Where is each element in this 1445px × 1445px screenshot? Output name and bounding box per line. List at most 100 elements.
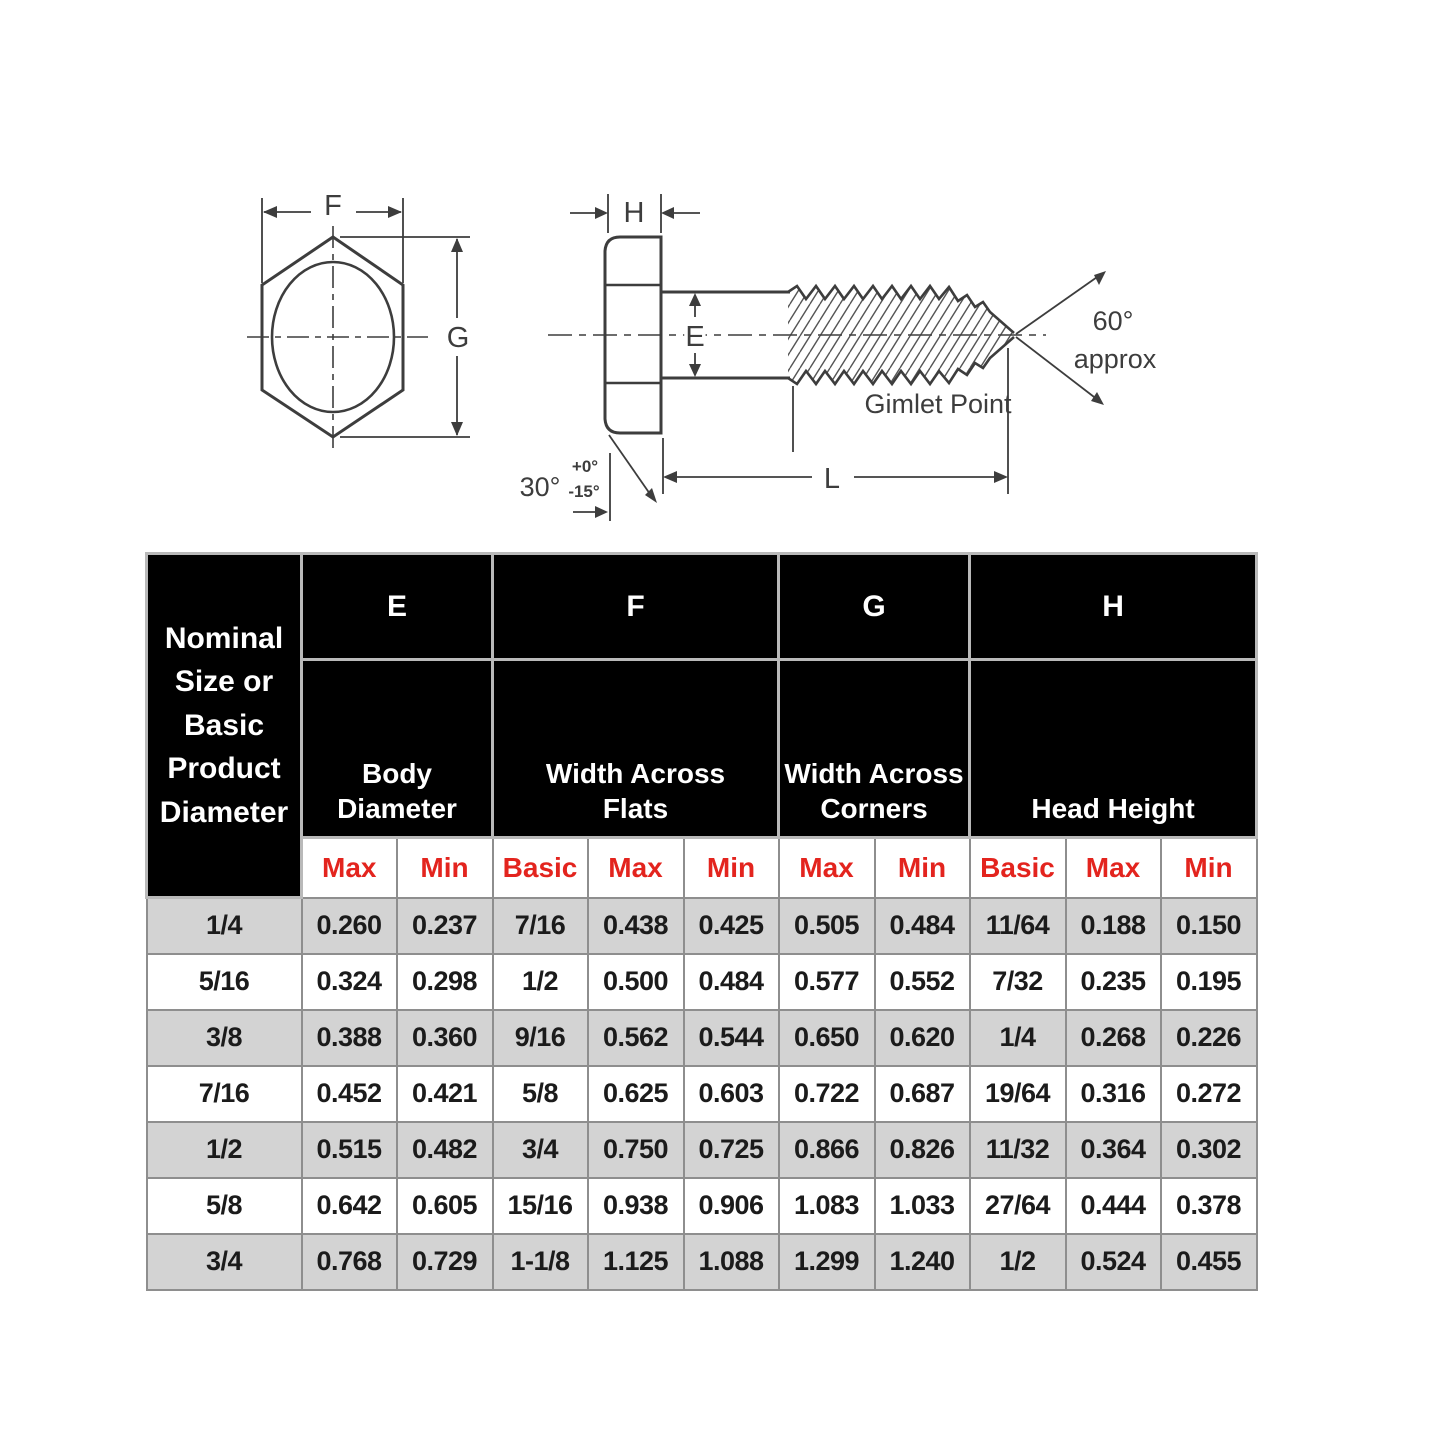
value-cell: 0.687 [873, 1064, 971, 1123]
size-cell: 3/8 [145, 1008, 303, 1067]
value-cell: 0.195 [1159, 952, 1258, 1011]
dimension-h [570, 194, 700, 233]
value-cell: 0.150 [1159, 896, 1258, 955]
value-cell: 0.768 [300, 1232, 398, 1291]
value-cell: 7/16 [491, 896, 589, 955]
value-cell: 0.650 [777, 1008, 876, 1067]
value-cell: 0.577 [777, 952, 876, 1011]
sub-header-cell: Max [777, 836, 876, 899]
value-cell: 1/4 [968, 1008, 1067, 1067]
value-cell: 0.455 [1159, 1232, 1258, 1291]
value-cell: 0.272 [1159, 1064, 1258, 1123]
value-cell: 0.605 [395, 1176, 494, 1235]
value-cell: 1/2 [968, 1232, 1067, 1291]
value-cell: 0.444 [1064, 1176, 1162, 1235]
table-row: 1/2 0.515 0.482 3/4 0.750 0.725 0.866 0.826 11/3… [145, 1120, 1258, 1179]
value-cell: 0.826 [873, 1120, 971, 1179]
value-cell: 0.484 [873, 896, 971, 955]
chamfer-angle-label: 30° [520, 472, 561, 502]
dimension-l [662, 348, 1009, 494]
hex-head-front-view [247, 226, 428, 452]
value-cell: 1.240 [873, 1232, 971, 1291]
value-cell: 0.906 [682, 1176, 780, 1235]
value-cell: 0.226 [1159, 1008, 1258, 1067]
dimension-f [261, 198, 404, 283]
head-profile [603, 235, 663, 435]
value-cell: 0.188 [1064, 896, 1162, 955]
value-cell: 11/64 [968, 896, 1067, 955]
lag-screw-side-view [603, 235, 790, 435]
value-cell: 0.378 [1159, 1176, 1258, 1235]
e-dimension-label: E [685, 321, 704, 353]
size-cell: 5/8 [145, 1176, 303, 1235]
value-cell: 0.725 [682, 1120, 780, 1179]
value-cell: 0.642 [300, 1176, 398, 1235]
value-cell: 0.268 [1064, 1008, 1162, 1067]
value-cell: 0.729 [395, 1232, 494, 1291]
l-dimension-label: L [824, 463, 840, 495]
value-cell: 27/64 [968, 1176, 1067, 1235]
value-cell: 1.299 [777, 1232, 876, 1291]
value-cell: 1.033 [873, 1176, 971, 1235]
point-angle-note-label: approx [1074, 344, 1157, 374]
group-label-width-across-corners: Width Across Corners [777, 658, 972, 839]
spec-table: Nominal Size or Basic Product Diameter E… [145, 552, 1259, 1291]
value-cell: 0.482 [395, 1120, 494, 1179]
point-angle-callout [1015, 271, 1106, 405]
sub-header-cell: Max [300, 836, 398, 899]
spec-table-body: 1/4 0.260 0.237 7/16 0.438 0.425 0.505 0.484 11/… [145, 896, 1258, 1291]
value-cell: 0.866 [777, 1120, 876, 1179]
value-cell: 1.088 [682, 1232, 780, 1291]
value-cell: 0.421 [395, 1064, 494, 1123]
value-cell: 0.364 [1064, 1120, 1162, 1179]
value-cell: 0.750 [586, 1120, 685, 1179]
value-cell: 3/4 [491, 1120, 589, 1179]
value-cell: 0.515 [300, 1120, 398, 1179]
value-cell: 0.260 [300, 896, 398, 955]
size-cell: 1/4 [145, 896, 303, 955]
dimension-e [689, 293, 701, 377]
table-row: 1/4 0.260 0.237 7/16 0.438 0.425 0.505 0.484 11/… [145, 896, 1258, 955]
value-cell: 0.722 [777, 1064, 876, 1123]
value-cell: 0.237 [395, 896, 494, 955]
group-letter-f: F [491, 552, 781, 661]
group-label-body-diameter: Body Diameter [299, 658, 495, 839]
g-dimension-label: G [447, 322, 470, 354]
group-letter-row: Nominal Size or Basic Product Diameter E… [145, 552, 1259, 899]
dimension-g [340, 236, 470, 438]
sub-header-cell: Max [1064, 836, 1162, 899]
value-cell: 0.324 [300, 952, 398, 1011]
corner-header-text: Nominal Size or Basic Product Diameter [159, 621, 289, 829]
value-cell: 0.360 [395, 1008, 494, 1067]
sub-header-cell: Basic [491, 836, 589, 899]
size-cell: 7/16 [145, 1064, 303, 1123]
value-cell: 11/32 [968, 1120, 1067, 1179]
table-row: 7/16 0.452 0.421 5/8 0.625 0.603 0.722 0.687 19/… [145, 1064, 1258, 1123]
value-cell: 0.298 [395, 952, 494, 1011]
sub-header-cell: Basic [968, 836, 1067, 899]
value-cell: 0.552 [873, 952, 971, 1011]
group-letter-h: H [968, 552, 1259, 661]
value-cell: 5/8 [491, 1064, 589, 1123]
group-label-width-across-flats: Width Across Flats [491, 658, 781, 839]
value-cell: 15/16 [491, 1176, 589, 1235]
value-cell: 0.388 [300, 1008, 398, 1067]
table-row: 5/8 0.642 0.605 15/16 0.938 0.906 1.083 1.033 27… [145, 1176, 1258, 1235]
size-cell: 1/2 [145, 1120, 303, 1179]
head-circle [270, 260, 396, 414]
chamfer-angle-callout [573, 434, 657, 521]
value-cell: 1.125 [586, 1232, 685, 1291]
gimlet-point-label: Gimlet Point [864, 389, 1012, 419]
value-cell: 1/2 [491, 952, 589, 1011]
f-dimension-label: F [324, 190, 342, 222]
table-row: 3/8 0.388 0.360 9/16 0.562 0.544 0.650 0.620 1/4… [145, 1008, 1258, 1067]
value-cell: 0.524 [1064, 1232, 1162, 1291]
group-letter-e: E [299, 552, 495, 661]
value-cell: 0.235 [1064, 952, 1162, 1011]
table-row: 5/16 0.324 0.298 1/2 0.500 0.484 0.577 0.552 7/3… [145, 952, 1258, 1011]
sub-header-row: Max Min Basic Max Min Max Min Basic Max … [147, 836, 1258, 899]
value-cell: 0.438 [586, 896, 685, 955]
chamfer-tol-plus-label: +0° [572, 457, 598, 476]
value-cell: 0.484 [682, 952, 780, 1011]
